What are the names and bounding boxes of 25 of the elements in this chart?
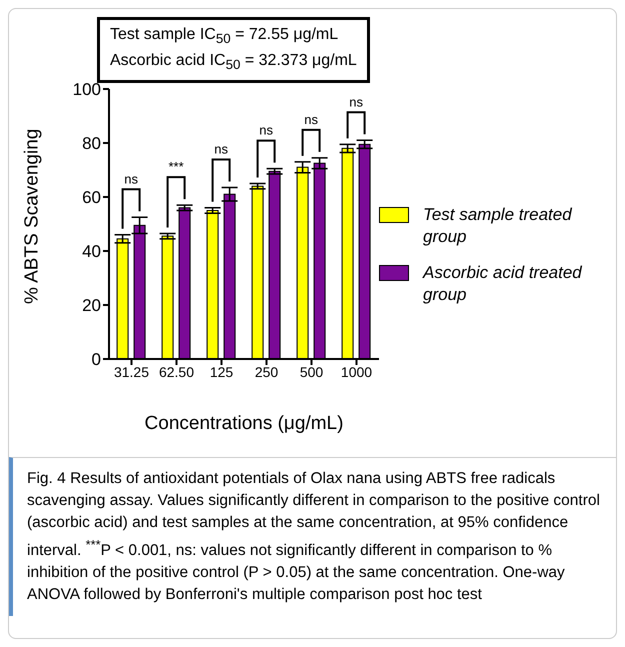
annotation: *** xyxy=(168,159,184,174)
caption: Fig. 4 Results of antioxidant potentials of Olax nana using ABTS free radicals scavenging assay. Values significantly different in comparison to the positive control (ascorbic acid) and test samples at the same concentration, at 95% confidence interval. $^{***}$P < 0.001, ns: values not significantly different in comparison to % inhibition of the positive control (P > 0.05) at the same concentration. One-way ANOVA followed by Bonferroni's multiple comparison post hoc test xyxy=(27,470,600,604)
annotation: ns xyxy=(214,142,228,157)
y-tick-label: 40 xyxy=(82,242,101,262)
annotation: ns xyxy=(259,122,274,138)
y-tick-label: 100 xyxy=(72,80,101,100)
x-axis-title: Concentrations (μg/mL) xyxy=(144,413,344,434)
x-tick-label: 31.25 xyxy=(114,364,150,380)
text: Ascorbic acid IC$_{50}$ = 32.373 μg/mL xyxy=(110,52,357,72)
x-tick-label: 1000 xyxy=(340,364,372,380)
x-tick-label: 250 xyxy=(254,364,278,380)
y-axis-title: % ABTS Scavenging xyxy=(22,128,43,304)
legend-label: Ascorbic acid treated group xyxy=(423,262,584,306)
x-tick-label: 62.50 xyxy=(158,364,194,380)
text: Test sample IC$_{50}$ = 72.55 μg/mL xyxy=(110,26,338,46)
y-tick-label: 60 xyxy=(82,188,101,208)
y-tick-label: 80 xyxy=(82,134,101,154)
annotation: ns xyxy=(304,112,318,127)
x-tick-label: 125 xyxy=(210,364,234,380)
annotation: ns xyxy=(124,171,138,186)
y-tick-label: 0 xyxy=(92,350,101,370)
y-tick-label: 20 xyxy=(82,296,101,316)
annotation: ns xyxy=(349,94,364,110)
x-tick-label: 500 xyxy=(300,364,324,380)
legend-label: Test sample treated group xyxy=(423,204,574,248)
